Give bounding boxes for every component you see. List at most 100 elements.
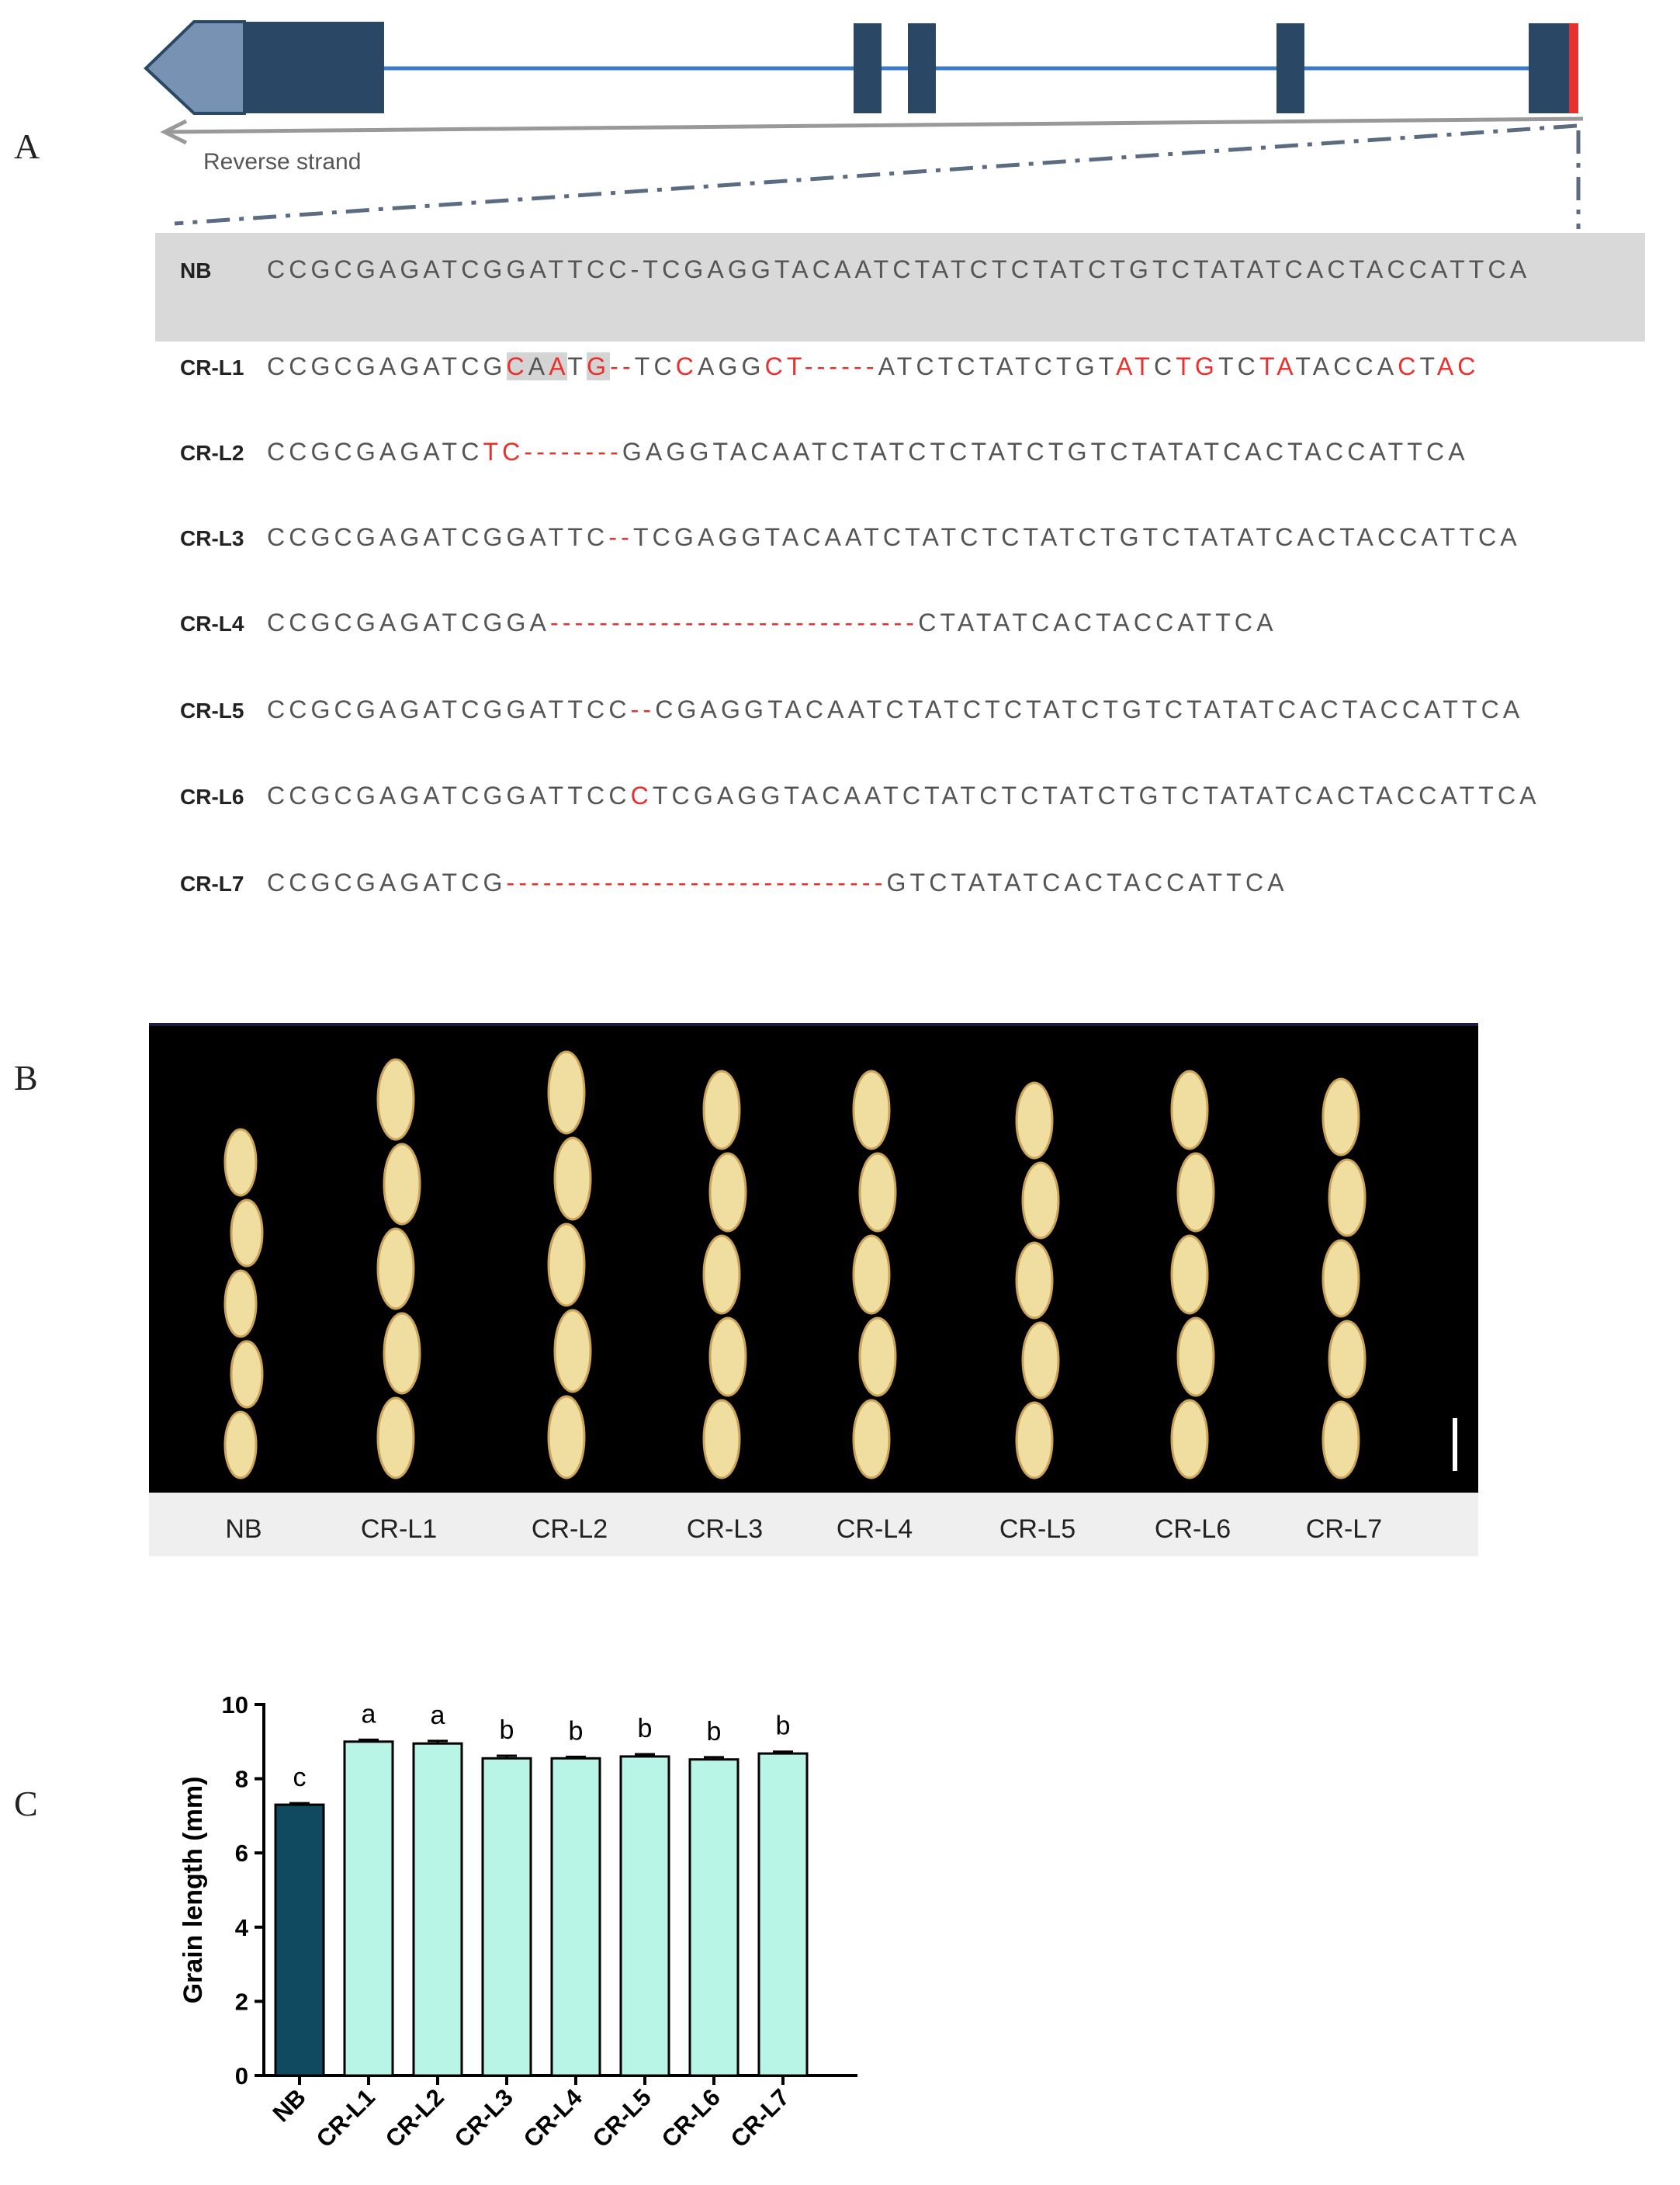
strand-label: Reverse strand	[203, 149, 362, 175]
rice-grain	[1170, 1070, 1209, 1150]
sequence-segment: TCGAGGTACAATCTATCTCTATCTGTCTATATCACTACCA…	[652, 782, 1540, 810]
sequence-segment: TCGAGGTACAATCTATCTCTATCTGTCTATATCACTACCA…	[632, 523, 1521, 551]
bar	[481, 1757, 532, 2077]
sequence-label: CR-L4	[180, 612, 244, 636]
sequence-label: CR-L2	[180, 441, 244, 465]
target-site	[1569, 23, 1578, 113]
rice-grain	[1176, 1316, 1215, 1397]
x-tick-label: CR-L7	[726, 2083, 795, 2152]
utr-block	[144, 20, 246, 115]
sequence-segment: ATCTCTATCTGT	[878, 352, 1117, 380]
significance-letter: b	[707, 1717, 722, 1746]
sequence-segment: A	[549, 352, 568, 380]
rice-grain	[852, 1070, 891, 1150]
rice-grain	[858, 1152, 897, 1233]
sequence-label: CR-L5	[180, 699, 244, 723]
grain-column	[1015, 1081, 1060, 1479]
zoom-guide-left	[174, 123, 1578, 226]
rice-grain	[1170, 1234, 1209, 1315]
sequence-segment: TC--------	[483, 438, 622, 466]
rice-grain	[223, 1128, 258, 1197]
sequence-text: CCGCGAGATCGGATTCC--CGAGGTACAATCTATCTCTAT…	[267, 695, 1523, 724]
bar	[412, 1742, 463, 2077]
sequence-segment: --	[610, 352, 635, 380]
rice-grain	[708, 1152, 747, 1233]
sequence-segment: GAGGTACAATCTATCTCTATCTGTCTATATCACTACCATT…	[622, 438, 1469, 466]
sequence-segment: CCGCGAGATC	[267, 438, 483, 466]
rice-grain	[858, 1316, 897, 1397]
exon-5	[1529, 23, 1572, 113]
sequence-segment: CTATATCACTACCATTCA	[918, 609, 1277, 636]
y-tick-label: 10	[222, 1691, 248, 1719]
rice-grain	[708, 1316, 747, 1397]
significance-letter: b	[569, 1716, 584, 1746]
rice-grain	[1176, 1152, 1215, 1233]
strand-arrow-line	[164, 116, 1584, 134]
rice-grain	[547, 1050, 586, 1135]
grain-line-label: CR-L4	[836, 1514, 913, 1544]
grain-columns	[223, 1050, 1367, 1479]
sequence-segment: T	[1176, 352, 1195, 380]
grain-line-label: CR-L5	[999, 1514, 1076, 1544]
rice-grain	[1321, 1400, 1360, 1479]
x-tick-label: CR-L3	[449, 2083, 518, 2152]
rice-grain	[376, 1058, 415, 1141]
sequence-segment: AT	[1116, 352, 1154, 380]
bar	[688, 1758, 740, 2077]
sequence-label: CR-L1	[180, 355, 244, 380]
panel-label-a: A	[14, 127, 40, 166]
x-tick-label: CR-L1	[311, 2083, 380, 2152]
sequence-segment: CCGCGAGATCGGATTCC	[267, 695, 631, 723]
sequence-segment: AC	[1436, 352, 1480, 380]
grain-length-chart: 0 2 4 6 8 10 Grain length (mm) c NB a CR-L1 a CR-L2 b…	[178, 1691, 857, 2153]
rice-grain	[1170, 1399, 1209, 1479]
panel-label-c: C	[14, 1784, 38, 1823]
x-tick-label: CR-L5	[587, 2083, 656, 2152]
rice-grain	[1021, 1161, 1060, 1240]
rice-grain	[383, 1143, 421, 1226]
panel-label-b: B	[14, 1058, 38, 1098]
grain-line-label: NB	[225, 1514, 262, 1544]
sequence-text: CCGCGAGATCGGATTCC-TCGAGGTACAATCTATCTCTAT…	[267, 255, 1530, 284]
rice-grain	[553, 1309, 592, 1393]
sequence-segment: G	[1194, 352, 1218, 380]
sequence-segment: G	[587, 352, 611, 380]
grain-column	[547, 1050, 592, 1479]
grain-line-label: CR-L7	[1305, 1514, 1383, 1544]
x-tick-label: CR-L4	[518, 2083, 588, 2153]
sequence-label: CR-L7	[180, 872, 244, 896]
exon-1	[244, 22, 384, 113]
rice-grain	[1015, 1241, 1054, 1320]
reference-highlight-band	[155, 233, 1645, 342]
sequence-segment: C	[1398, 352, 1420, 380]
rice-grain	[376, 1396, 415, 1479]
rice-grain	[1015, 1401, 1054, 1479]
sequence-label: NB	[180, 258, 212, 283]
sequence-segment: C	[630, 782, 653, 810]
grain-column	[376, 1058, 421, 1479]
grain-column	[223, 1128, 264, 1479]
bar	[757, 1752, 809, 2077]
grain-label-strip	[149, 1493, 1478, 1556]
significance-letter: b	[638, 1714, 653, 1743]
grain-line-label: CR-L1	[360, 1514, 438, 1544]
bar	[274, 1803, 325, 2077]
grain-line-label: CR-L2	[531, 1514, 608, 1544]
sequence-segment: TC	[1218, 352, 1259, 380]
sequence-segment: CCGCGAGATCGGATTCC-TCGAGGTACAATCTATCTCTAT…	[267, 255, 1531, 283]
rice-grain	[230, 1340, 264, 1409]
rice-grain	[230, 1198, 264, 1268]
significance-letter: a	[362, 1699, 376, 1729]
sequence-segment: C	[675, 352, 698, 380]
grain-line-label: CR-L6	[1154, 1514, 1231, 1544]
bar	[619, 1755, 670, 2077]
significance-letter: c	[293, 1763, 307, 1792]
sequence-segment: CCGCGAGATCG	[267, 869, 507, 897]
sequence-segment: --	[630, 695, 656, 723]
sequence-segment: T	[567, 352, 587, 380]
grain-photo	[149, 1023, 1478, 1496]
y-tick-label: 4	[235, 1914, 249, 1941]
rice-grain	[547, 1223, 586, 1307]
significance-letter: b	[500, 1715, 514, 1745]
exon-2	[854, 23, 882, 113]
